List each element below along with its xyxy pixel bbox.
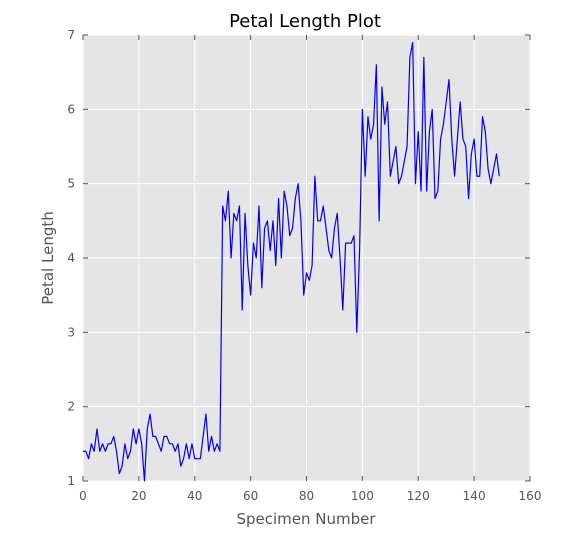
x-tick-label: 60 (243, 489, 258, 503)
y-tick-label: 1 (67, 474, 75, 488)
y-tick-label: 6 (67, 102, 75, 116)
petal-length-series-line (83, 41, 500, 482)
y-tick-label: 7 (67, 28, 75, 42)
x-tick-label: 100 (351, 489, 374, 503)
y-axis-label: Petal Length (39, 211, 57, 305)
x-tick-label: 120 (407, 489, 430, 503)
y-tick-label: 5 (67, 177, 75, 191)
x-axis-label: Specimen Number (236, 510, 376, 528)
x-tick-label: 140 (463, 489, 486, 503)
series-layer (83, 41, 500, 482)
axis-ticks: 0 20 40 60 80 100 120 140 160 1 2 3 4 5 6 7 (67, 28, 541, 503)
x-tick-label: 0 (79, 489, 87, 503)
y-tick-label: 2 (67, 400, 75, 414)
y-tick-label: 3 (67, 325, 75, 339)
x-tick-label: 20 (131, 489, 146, 503)
x-tick-label: 80 (299, 489, 314, 503)
chart-title: Petal Length Plot (229, 11, 381, 32)
y-tick-label: 4 (67, 251, 75, 265)
x-tick-label: 160 (519, 489, 542, 503)
x-tick-label: 40 (187, 489, 202, 503)
